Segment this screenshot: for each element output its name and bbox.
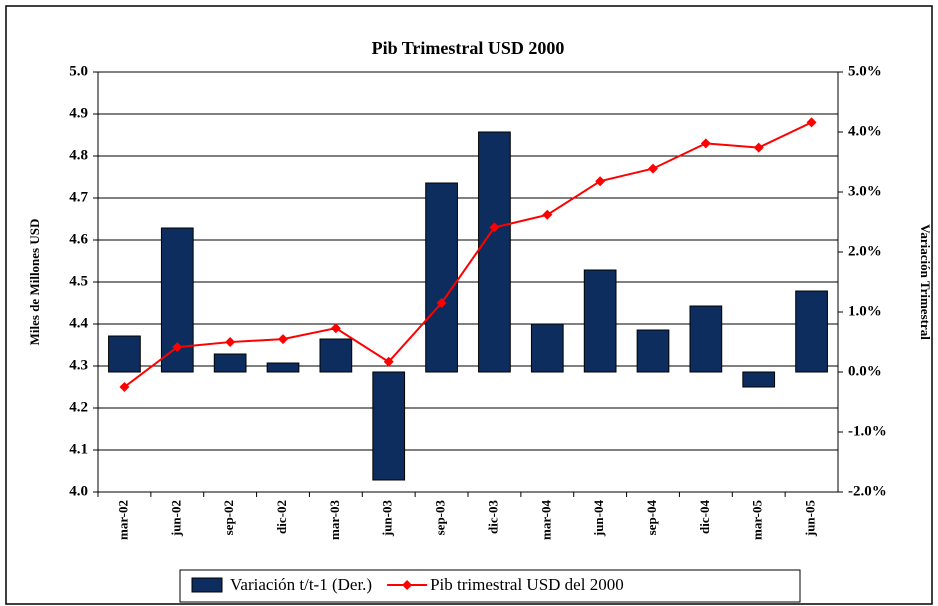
y-tick-label: 4.5 [69, 273, 88, 289]
line [123, 121, 813, 388]
y2-tick-label: 0.0% [848, 363, 882, 379]
x-tick-label: jun-02 [168, 500, 183, 537]
chart-title: Pib Trimestral USD 2000 [372, 38, 565, 58]
bar [108, 335, 141, 373]
y2-tick-label: -2.0% [848, 483, 887, 499]
x-tick-label: mar-04 [538, 500, 553, 540]
y-tick-label: 4.0 [69, 483, 88, 499]
line-marker [700, 138, 711, 149]
line-marker [648, 163, 658, 174]
line-marker [278, 334, 288, 345]
y-tick-label: 4.2 [69, 399, 88, 415]
y2-tick-label: 3.0% [848, 183, 882, 199]
line-marker [225, 337, 236, 348]
x-tick-label: jun-04 [591, 500, 606, 538]
line-marker [542, 209, 553, 220]
x-tick-label: mar-03 [327, 500, 342, 540]
line-marker [436, 298, 447, 308]
line-marker [172, 342, 183, 353]
bar [636, 329, 670, 373]
bar [213, 353, 247, 373]
bar [689, 305, 723, 373]
line-marker [119, 382, 130, 392]
y-tick-label: 4.4 [69, 315, 88, 331]
legend-swatch [191, 577, 223, 593]
line-marker [806, 117, 817, 128]
y2-tick-label: 2.0% [848, 243, 882, 259]
legend-text: Pib trimestral USD del 2000 [430, 575, 624, 594]
bar [583, 269, 617, 373]
y-axis-label: Miles de Millones USD [27, 219, 42, 346]
y2-tick-label: 1.0% [848, 303, 882, 319]
bar [372, 371, 406, 481]
x-tick-label: sep-03 [433, 500, 448, 536]
bar [742, 371, 776, 388]
legend-marker [402, 580, 413, 590]
x-tick-label: sep-02 [221, 500, 236, 535]
bar [530, 323, 564, 373]
y2-axis-label: Variación Trimestral [918, 224, 933, 340]
line-marker [383, 356, 394, 367]
bar [795, 290, 828, 373]
y-tick-label: 4.7 [69, 189, 88, 205]
line-marker [595, 176, 606, 187]
y-tick-label: 4.6 [69, 231, 88, 247]
y-tick-label: 5.0 [69, 63, 88, 79]
y-tick-label: 4.3 [69, 357, 88, 373]
bar [319, 338, 353, 373]
y-tick-label: 4.9 [69, 105, 88, 121]
x-tick-label: sep-04 [644, 500, 659, 536]
x-tick-label: jun-03 [380, 500, 395, 538]
x-tick-label: mar-05 [750, 500, 765, 540]
bar [478, 131, 511, 373]
y2-tick-label: -1.0% [848, 423, 887, 439]
x-tick-label: dic-03 [485, 500, 500, 534]
line-marker [489, 222, 500, 233]
y2-tick-label: 5.0% [848, 63, 882, 79]
line-marker [753, 142, 764, 153]
x-tick-label: jun-05 [803, 500, 818, 538]
legend-box [179, 569, 801, 603]
bar [266, 362, 300, 373]
y2-tick-label: 4.0% [848, 123, 882, 139]
x-tick-label: dic-02 [274, 500, 289, 534]
x-tick-label: dic-04 [697, 500, 712, 534]
chart-border [5, 5, 933, 605]
y-tick-label: 4.8 [69, 147, 88, 163]
line-marker [330, 323, 341, 334]
legend-text: Variación t/t-1 (Der.) [230, 575, 372, 594]
bar [425, 182, 458, 373]
x-tick-label: mar-02 [115, 500, 130, 540]
y-tick-label: 4.1 [69, 441, 88, 457]
